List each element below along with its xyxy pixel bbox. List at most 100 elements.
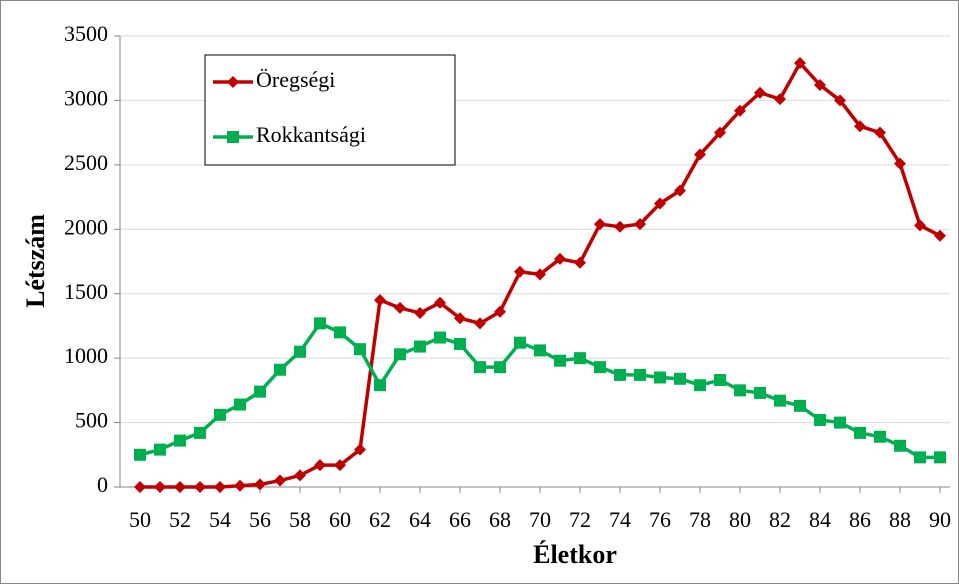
x-tick-label: 54 [209,507,231,532]
marker [454,337,466,350]
legend-box [204,54,456,166]
marker [314,317,326,330]
marker [334,459,346,472]
marker [854,120,866,133]
marker [814,413,826,426]
marker [594,218,606,231]
marker [654,197,666,210]
y-tick-label: 1000 [64,343,108,368]
marker [654,371,666,384]
marker [534,344,546,357]
marker [834,94,846,107]
legend-marker [227,76,239,88]
marker [234,398,246,411]
marker [174,481,186,493]
marker [334,326,346,339]
x-tick-label: 70 [529,507,551,532]
marker [894,439,906,452]
y-tick-label: 2500 [64,150,108,175]
legend-label: Rokkantsági [256,122,366,147]
marker [734,384,746,397]
y-tick-label: 3500 [64,21,108,46]
marker [714,374,726,387]
marker [834,416,846,429]
x-tick-label: 88 [889,507,911,532]
x-tick-label: 78 [689,507,711,532]
marker [934,451,946,464]
x-tick-label: 82 [769,507,791,532]
marker [574,352,586,365]
marker [914,451,926,464]
x-tick-label: 66 [449,507,471,532]
y-tick-label: 3000 [64,85,108,110]
marker [754,86,766,99]
marker [294,469,306,482]
marker [134,481,146,493]
marker [254,385,266,398]
marker [154,481,166,493]
marker [614,368,626,381]
marker [614,220,626,233]
y-tick-label: 0 [97,472,108,497]
x-tick-label: 68 [489,507,511,532]
y-tick-label: 2000 [64,214,108,239]
marker [674,184,686,197]
marker [134,448,146,461]
marker [854,426,866,439]
x-tick-label: 64 [409,507,431,532]
marker [574,256,586,269]
x-tick-label: 52 [169,507,191,532]
x-tick-label: 50 [129,507,151,532]
marker [454,312,466,325]
marker [774,394,786,407]
marker [214,481,226,493]
marker [514,336,526,349]
marker [374,294,386,307]
x-tick-label: 72 [569,507,591,532]
marker [154,443,166,456]
marker [734,104,746,117]
marker [534,268,546,281]
x-tick-label: 56 [249,507,271,532]
marker [474,361,486,374]
legend: Öregségi Rokkantsági [204,54,456,166]
marker [754,386,766,399]
marker [714,126,726,139]
marker [174,434,186,447]
x-axis-label: Életkor [533,540,617,569]
marker [194,481,206,493]
marker [494,361,506,374]
marker [474,317,486,330]
x-tick-label: 62 [369,507,391,532]
marker [874,126,886,139]
marker [794,57,806,70]
x-tick-label: 76 [649,507,671,532]
y-axis-label: Létszám [21,214,50,308]
x-tick-label: 84 [809,507,831,532]
marker [494,305,506,318]
y-tick-label: 500 [75,408,108,433]
marker [274,363,286,376]
marker [554,252,566,265]
marker [414,340,426,353]
x-tick-label: 86 [849,507,871,532]
marker [414,307,426,320]
marker [234,479,246,492]
legend-marker [227,131,239,143]
marker [814,78,826,91]
marker [514,265,526,278]
marker [274,474,286,487]
marker [354,343,366,356]
x-tick-label: 80 [729,507,751,532]
x-tick-label: 60 [329,507,351,532]
marker [294,345,306,358]
marker [434,331,446,344]
marker [874,430,886,443]
marker [674,372,686,385]
x-tick-label: 90 [929,507,951,532]
marker [774,93,786,106]
marker [794,399,806,412]
marker [434,296,446,309]
